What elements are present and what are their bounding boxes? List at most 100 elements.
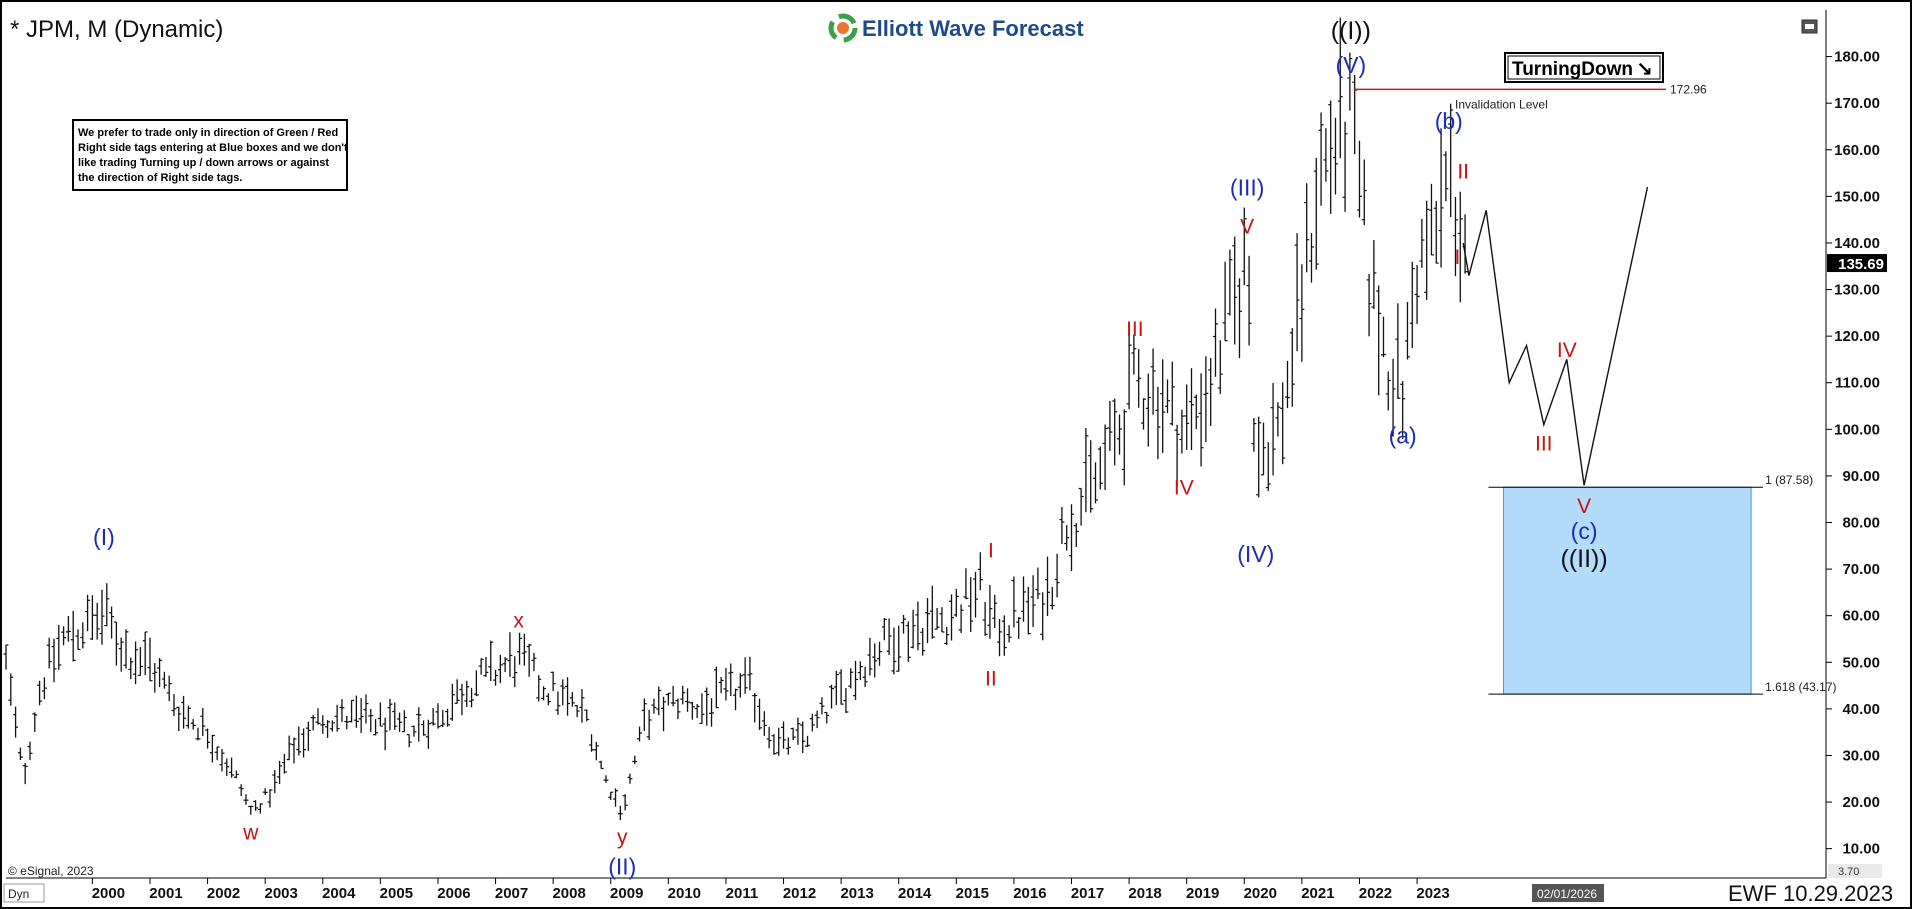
ohlc-bar bbox=[1054, 553, 1060, 598]
ohlc-bar bbox=[613, 788, 619, 807]
ohlc-bar bbox=[565, 677, 571, 716]
wave-label: III bbox=[1126, 318, 1144, 341]
ohlc-bar bbox=[579, 689, 585, 723]
invalidation-label: Invalidation Level bbox=[1455, 97, 1548, 111]
ohlc-bar bbox=[785, 737, 791, 755]
ohlc-bar bbox=[617, 805, 623, 821]
ohlc-bar bbox=[622, 794, 628, 811]
ohlc-bar bbox=[387, 698, 393, 731]
ohlc-bar bbox=[632, 755, 638, 765]
x-tick-label: 2013 bbox=[840, 885, 873, 902]
ohlc-bar bbox=[761, 711, 767, 736]
ohlc-bar bbox=[1016, 617, 1022, 639]
ohlc-bar bbox=[848, 668, 854, 689]
ohlc-bar bbox=[1409, 261, 1415, 349]
x-tick-label: 2000 bbox=[92, 885, 125, 902]
ohlc-bar bbox=[171, 694, 177, 716]
ohlc-bar bbox=[449, 683, 455, 721]
y-tick-label: 60.00 bbox=[1842, 608, 1880, 625]
y-tick-label: 10.00 bbox=[1842, 841, 1880, 858]
ohlc-bar bbox=[430, 708, 436, 726]
ohlc-bar bbox=[574, 705, 580, 718]
ohlc-bar bbox=[128, 657, 134, 680]
ohlc-bar bbox=[1400, 381, 1406, 440]
ohlc-bar bbox=[1006, 625, 1012, 643]
ohlc-bar bbox=[493, 669, 499, 686]
ohlc-bar bbox=[224, 758, 230, 776]
ohlc-bar bbox=[742, 657, 748, 694]
projection-line bbox=[1462, 186, 1649, 486]
ohlc-bar bbox=[819, 697, 825, 715]
ohlc-bar bbox=[1328, 100, 1334, 214]
x-tick-label: 2010 bbox=[668, 885, 701, 902]
y-tick-label: 90.00 bbox=[1842, 468, 1880, 485]
ohlc-bar bbox=[555, 691, 561, 715]
ohlc-bar bbox=[545, 693, 551, 706]
x-tick-label: 2004 bbox=[322, 885, 356, 902]
y-tick-label: 20.00 bbox=[1842, 794, 1880, 811]
ohlc-bar bbox=[1347, 52, 1353, 111]
ohlc-bar bbox=[301, 728, 307, 758]
ohlc-bar bbox=[464, 680, 470, 707]
ohlc-bar bbox=[829, 684, 835, 709]
ohlc-bar bbox=[886, 618, 892, 656]
logo-icon-inner bbox=[837, 22, 849, 34]
copyright-text: © eSignal, 2023 bbox=[8, 864, 94, 878]
ohlc-bar bbox=[766, 726, 772, 749]
ohlc-bar bbox=[881, 617, 887, 641]
ohlc-bar bbox=[1088, 440, 1094, 513]
ohlc-bar bbox=[507, 632, 513, 677]
ohlc-bar bbox=[397, 712, 403, 732]
ohlc-bar bbox=[27, 741, 33, 761]
ohlc-bar bbox=[1241, 207, 1247, 286]
ohlc-bar bbox=[1117, 414, 1123, 455]
current-price-box bbox=[1827, 254, 1887, 273]
logo-icon bbox=[828, 13, 858, 43]
ohlc-bar bbox=[1160, 359, 1166, 453]
ohlc-bar bbox=[665, 692, 671, 706]
ohlc-bar bbox=[1097, 446, 1103, 490]
ohlc-bar bbox=[550, 671, 556, 691]
ohlc-bar bbox=[377, 702, 383, 727]
ohlc-bar bbox=[651, 698, 657, 714]
x-tick-label: 2019 bbox=[1186, 885, 1219, 902]
ohlc-bar bbox=[1419, 218, 1425, 268]
ohlc-bar bbox=[627, 773, 633, 784]
ohlc-bar bbox=[1136, 349, 1142, 408]
wave-label: I bbox=[1454, 246, 1460, 269]
ohlc-bar bbox=[46, 637, 52, 669]
ohlc-bar bbox=[1222, 261, 1228, 342]
ohlc-bar bbox=[147, 637, 153, 682]
ohlc-bar bbox=[353, 695, 359, 728]
ohlc-bar bbox=[1318, 112, 1324, 206]
x-tick-label: 2012 bbox=[783, 885, 816, 902]
ohlc-bar bbox=[757, 698, 763, 730]
ohlc-bar bbox=[1256, 416, 1262, 498]
wave-label: x bbox=[513, 609, 524, 632]
ohlc-bar bbox=[205, 728, 211, 749]
ohlc-bar bbox=[329, 720, 335, 732]
ohlc-bar bbox=[526, 643, 532, 677]
ohlc-bar bbox=[963, 568, 969, 600]
ohlc-bar bbox=[694, 703, 700, 719]
ohlc-bar bbox=[709, 698, 715, 727]
turning-down-label: TurningDown bbox=[1512, 59, 1633, 80]
ohlc-bar bbox=[569, 692, 575, 707]
ohlc-bar bbox=[901, 614, 907, 634]
ohlc-bar bbox=[968, 577, 974, 633]
wave-label: IV bbox=[1174, 477, 1194, 500]
ohlc-bar bbox=[689, 701, 695, 720]
ohlc-bar bbox=[1457, 191, 1463, 303]
ohlc-bar bbox=[425, 719, 431, 749]
ohlc-bar bbox=[771, 734, 777, 755]
wave-label: (a) bbox=[1389, 422, 1417, 448]
ohlc-bar bbox=[776, 727, 782, 756]
ohlc-bar bbox=[805, 735, 811, 747]
ohlc-bar bbox=[1049, 586, 1055, 610]
ohlc-bar bbox=[1289, 328, 1295, 407]
ohlc-bar bbox=[488, 640, 494, 682]
x-tick-label: 2014 bbox=[898, 885, 932, 902]
chart-menu-icon[interactable] bbox=[1801, 19, 1818, 34]
ohlc-bar bbox=[925, 598, 931, 644]
